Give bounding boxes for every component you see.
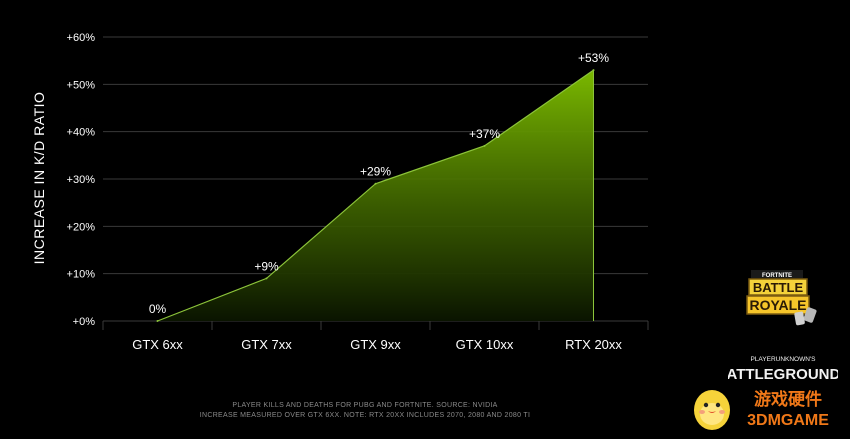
3dmgame-watermark-logo: 游戏硬件 3DMGAME [694, 389, 829, 430]
x-tick-label: GTX 9xx [350, 337, 401, 352]
footnote-note: INCREASE MEASURED OVER GTX 6XX. NOTE: RT… [199, 412, 531, 419]
data-point [265, 277, 268, 280]
svg-text:BATTLEGROUNDS: BATTLEGROUNDS [728, 366, 838, 383]
y-tick-label: +50% [67, 79, 96, 91]
y-tick-label: +30% [67, 174, 96, 186]
x-axis-ticks: GTX 6xx GTX 7xx GTX 9xx GTX 10xx RTX 20xx [132, 337, 622, 352]
x-tick-label: RTX 20xx [565, 337, 622, 352]
data-label: +37% [469, 127, 500, 141]
y-axis-ticks: +0% +10% +20% +30% +40% +50% +60% [67, 32, 96, 328]
data-point [156, 320, 159, 322]
area-series [156, 69, 595, 322]
data-labels: 0% +9% +29% +37% +53% [149, 51, 610, 316]
y-axis-label: INCREASE IN K/D RATIO [31, 92, 47, 265]
data-label: 0% [149, 302, 167, 316]
x-tick-label: GTX 6xx [132, 337, 183, 352]
svg-text:游戏硬件: 游戏硬件 [754, 389, 822, 410]
data-label: +53% [578, 51, 609, 65]
pubg-battlegrounds-logo: PLAYERUNKNOWN'S BATTLEGROUNDS [728, 356, 838, 383]
svg-text:3DMGAME: 3DMGAME [747, 412, 829, 429]
data-label: +9% [254, 259, 279, 273]
footnote-source: PLAYER KILLS AND DEATHS FOR PUBG AND FOR… [232, 402, 498, 409]
x-tick-label: GTX 7xx [241, 337, 292, 352]
y-tick-label: +0% [73, 316, 96, 328]
y-tick-label: +10% [67, 269, 96, 281]
y-tick-label: +20% [67, 221, 96, 233]
svg-text:PLAYERUNKNOWN'S: PLAYERUNKNOWN'S [750, 356, 816, 363]
data-point [483, 144, 486, 147]
svg-text:FORTNITE: FORTNITE [762, 273, 792, 279]
gridlines [102, 36, 649, 330]
fortnite-battle-royale-logo: FORTNITE BATTLE ROYALE [746, 270, 817, 326]
y-tick-label: +40% [67, 127, 96, 139]
svg-text:ROYALE: ROYALE [749, 297, 806, 313]
area-fill [157, 70, 594, 321]
data-point [592, 69, 595, 72]
y-tick-label: +60% [67, 32, 96, 44]
data-point [374, 182, 377, 185]
x-tick-label: GTX 10xx [456, 337, 514, 352]
svg-text:BATTLE: BATTLE [753, 280, 804, 295]
data-label: +29% [360, 165, 391, 179]
